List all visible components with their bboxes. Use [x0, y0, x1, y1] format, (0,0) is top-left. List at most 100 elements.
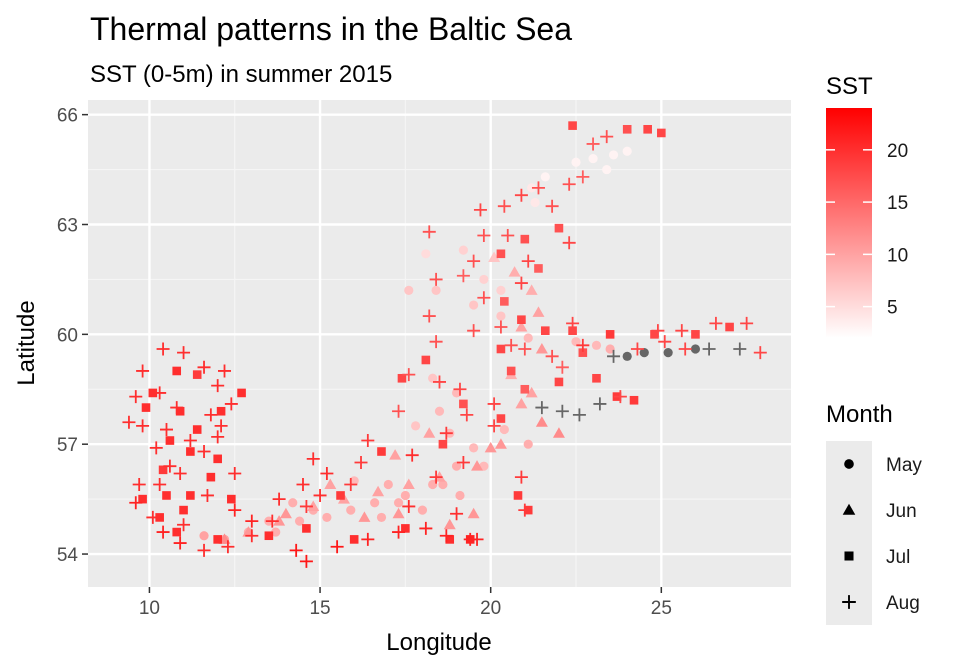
data-point-aug: [183, 434, 197, 448]
data-point-may: [404, 285, 414, 296]
data-point-jul: [155, 513, 164, 522]
data-point-aug: [402, 368, 416, 382]
data-point-jul: [438, 439, 448, 449]
y-axis: 54 57 60 63 66: [57, 106, 88, 566]
data-point-may: [417, 505, 428, 515]
y-tick-label: 60: [57, 325, 78, 346]
x-tick-label: 20: [480, 598, 501, 619]
data-point-aug: [497, 199, 511, 213]
data-point-aug: [429, 335, 443, 349]
data-point-aug: [163, 459, 177, 473]
data-point-jun: [273, 515, 286, 526]
data-point-jul: [336, 491, 345, 500]
data-point-may: [540, 172, 550, 182]
data-point-aug: [221, 540, 235, 554]
sst-color-legend: SST 5 10 15 20: [826, 73, 908, 338]
data-point-jun: [515, 397, 528, 409]
legend-key-aug: [842, 595, 856, 609]
data-point-may: [438, 479, 448, 490]
data-point-jul: [165, 436, 175, 445]
y-tick-label: 57: [57, 435, 78, 456]
data-point-aug: [136, 364, 150, 378]
data-point-aug: [129, 390, 143, 404]
data-point-jul: [237, 388, 246, 398]
data-point-may: [523, 439, 533, 449]
data-point-may: [602, 164, 612, 175]
data-point-aug: [535, 401, 549, 415]
data-point-may: [588, 153, 598, 164]
month-shape-legend: Month May Jun Jul Aug: [826, 401, 922, 625]
data-point-aug: [265, 514, 279, 528]
data-point-may: [431, 285, 441, 296]
data-point-aug: [586, 137, 600, 151]
data-point-jul: [172, 366, 182, 376]
data-point-jun: [515, 321, 528, 332]
data-point-aug: [433, 375, 446, 389]
data-point-aug: [211, 430, 225, 444]
data-point-aug: [678, 342, 692, 356]
data-point-jun: [552, 427, 565, 438]
data-point-aug: [518, 503, 532, 517]
data-point-aug: [320, 466, 334, 480]
data-point-aug: [402, 499, 416, 513]
data-point-jun: [484, 441, 497, 453]
x-tick-label: 15: [309, 598, 330, 619]
data-point-aug: [214, 419, 228, 433]
data-point-may: [469, 300, 479, 310]
data-point-may: [411, 421, 421, 431]
panel-background: [88, 100, 791, 587]
data-point-aug: [405, 448, 419, 462]
data-point-aug: [361, 434, 375, 448]
data-point-may: [288, 498, 298, 508]
grid-major: [88, 100, 791, 587]
y-tick-label: 54: [57, 545, 79, 566]
data-point-jul: [496, 249, 506, 259]
data-point-jun: [535, 342, 548, 354]
data-point-aug: [429, 272, 443, 286]
data-point-may: [383, 479, 393, 490]
data-point-aug: [504, 338, 518, 352]
data-point-aug: [392, 525, 406, 539]
data-point-jul: [520, 384, 530, 394]
data-point-aug: [630, 342, 644, 356]
data-point-jul: [506, 366, 516, 376]
data-point-aug: [494, 320, 508, 334]
data-point-jul: [158, 465, 168, 475]
color-bar: [826, 108, 872, 338]
data-point-may: [571, 157, 581, 167]
data-point-aug: [245, 514, 259, 528]
data-point-jul: [650, 330, 659, 339]
data-point-aug: [477, 228, 491, 242]
data-point-aug: [501, 228, 515, 242]
data-point-aug: [658, 335, 672, 349]
data-point-aug: [306, 452, 320, 466]
data-point-aug: [344, 477, 358, 491]
data-point-aug: [204, 408, 218, 422]
color-legend-title: SST: [826, 73, 873, 100]
data-point-jul: [568, 121, 577, 130]
data-point-jul: [496, 344, 506, 354]
data-point-aug: [153, 386, 167, 400]
data-point-aug: [733, 342, 747, 356]
data-point-jul: [349, 535, 359, 544]
data-point-aug: [211, 379, 225, 393]
data-point-jun: [525, 284, 538, 295]
data-point-may: [527, 183, 537, 193]
data-point-aug: [487, 397, 501, 411]
data-point-may: [428, 373, 438, 383]
data-point-aug: [545, 349, 559, 363]
data-point-jul: [513, 491, 523, 500]
data-point-may: [469, 443, 479, 453]
data-point-may: [608, 150, 619, 160]
data-point-jul: [401, 524, 410, 533]
data-point-aug: [487, 419, 501, 433]
data-point-aug: [289, 543, 303, 557]
data-point-jul: [213, 535, 222, 544]
data-point-may: [499, 424, 509, 435]
data-point-jul: [657, 128, 666, 138]
data-point-may: [434, 406, 445, 416]
data-point-may: [455, 490, 465, 501]
data-point-jul: [172, 527, 182, 537]
y-tick-label: 63: [57, 215, 78, 236]
data-point-may: [349, 476, 359, 486]
